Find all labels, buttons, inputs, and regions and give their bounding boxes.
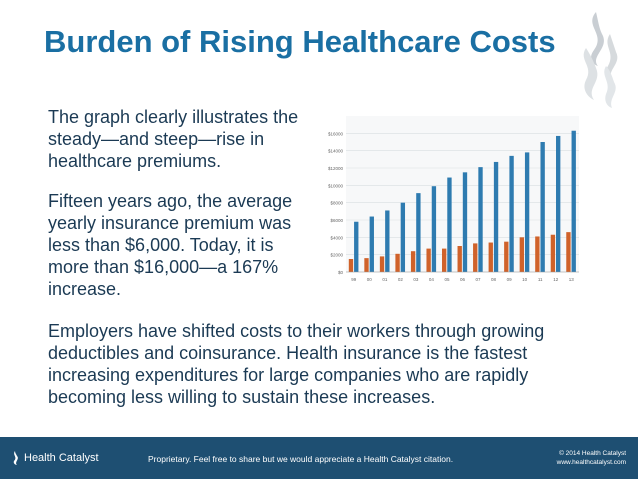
bar-series-1 bbox=[431, 186, 437, 272]
bar-series-2 bbox=[395, 253, 400, 272]
y-tick-label: $10000 bbox=[328, 183, 344, 188]
bar-series-1 bbox=[509, 155, 514, 272]
flame-icon bbox=[583, 12, 618, 108]
y-tick-label: $0 bbox=[338, 270, 344, 275]
bar-series-2 bbox=[473, 243, 478, 272]
bar-series-1 bbox=[400, 202, 406, 272]
x-tick-label: 06 bbox=[460, 277, 466, 282]
x-tick-label: 05 bbox=[444, 277, 450, 282]
footer-credits: © 2014 Health Catalyst www.healthcatalys… bbox=[557, 449, 626, 467]
x-tick-label: 09 bbox=[507, 277, 513, 282]
bar-series-2 bbox=[504, 241, 509, 272]
premium-bar-chart: $0 $2000 $4000 $6000 $8000 $10000 $12000 $14000… bbox=[328, 116, 579, 282]
x-tick-label: 10 bbox=[522, 277, 528, 282]
y-tick-label: $16000 bbox=[328, 131, 344, 136]
y-tick-label: $8000 bbox=[330, 201, 343, 206]
slide-title: Burden of Rising Healthcare Costs bbox=[44, 24, 556, 59]
bar-series-1 bbox=[524, 152, 530, 272]
x-tick-label: 13 bbox=[569, 277, 575, 282]
bar-series-1 bbox=[540, 142, 545, 272]
bar-series-2 bbox=[348, 259, 354, 272]
x-tick-label: 01 bbox=[382, 277, 388, 282]
bar-series-2 bbox=[441, 248, 447, 272]
bar-series-2 bbox=[566, 232, 571, 272]
bar-series-2 bbox=[364, 258, 369, 272]
y-tick-label: $2000 bbox=[330, 253, 343, 258]
bar-series-1 bbox=[385, 210, 390, 272]
bar-series-1 bbox=[462, 172, 468, 272]
y-tick-label: $14000 bbox=[328, 149, 344, 154]
footer-copyright: © 2014 Health Catalyst bbox=[559, 450, 626, 457]
chart-plot-area bbox=[346, 116, 579, 272]
footer-logo: Health Catalyst bbox=[10, 451, 99, 465]
bar-series-2 bbox=[535, 236, 540, 272]
bar-series-2 bbox=[550, 234, 556, 272]
bar-series-1 bbox=[556, 135, 561, 272]
x-tick-label: 07 bbox=[476, 277, 482, 282]
x-tick-label: 12 bbox=[553, 277, 559, 282]
bar-series-1 bbox=[571, 130, 576, 272]
bar-series-2 bbox=[457, 246, 462, 272]
bar-series-2 bbox=[410, 251, 416, 272]
x-tick-label: 02 bbox=[398, 277, 404, 282]
bar-series-2 bbox=[488, 242, 493, 272]
x-tick-label: 08 bbox=[491, 277, 497, 282]
intro-paragraph: The graph clearly illustrates the steady… bbox=[48, 107, 299, 171]
bar-series-1 bbox=[493, 161, 499, 272]
y-tick-label: $4000 bbox=[330, 235, 343, 240]
footer-note: Proprietary. Feel free to share but we w… bbox=[148, 454, 454, 464]
bar-series-1 bbox=[478, 167, 483, 272]
x-tick-label: 00 bbox=[367, 277, 373, 282]
bar-series-2 bbox=[379, 256, 385, 272]
bar-series-2 bbox=[519, 237, 525, 272]
bar-series-1 bbox=[447, 177, 452, 272]
bar-series-1 bbox=[416, 193, 421, 272]
x-tick-label: 04 bbox=[429, 277, 435, 282]
premium-chart: $0 $2000 $4000 $6000 $8000 $10000 $12000 $14000… bbox=[320, 110, 585, 288]
x-tick-label: 99 bbox=[351, 277, 357, 282]
premium-paragraph: Fifteen years ago, the average yearly in… bbox=[48, 191, 293, 299]
flame-small-icon bbox=[13, 451, 18, 465]
footer-bar: Health Catalyst Proprietary. Feel free t… bbox=[0, 437, 638, 479]
y-tick-label: $12000 bbox=[328, 166, 344, 171]
footer-logo-text: Health Catalyst bbox=[24, 452, 99, 464]
bar-series-2 bbox=[426, 248, 431, 272]
x-tick-label: 03 bbox=[413, 277, 419, 282]
bar-series-1 bbox=[369, 216, 374, 272]
bar-series-1 bbox=[354, 221, 359, 272]
x-tick-label: 11 bbox=[538, 277, 543, 282]
employers-paragraph: Employers have shifted costs to their wo… bbox=[48, 321, 545, 407]
y-tick-label: $6000 bbox=[330, 218, 343, 223]
footer-website: www.healthcatalyst.com bbox=[556, 459, 626, 466]
